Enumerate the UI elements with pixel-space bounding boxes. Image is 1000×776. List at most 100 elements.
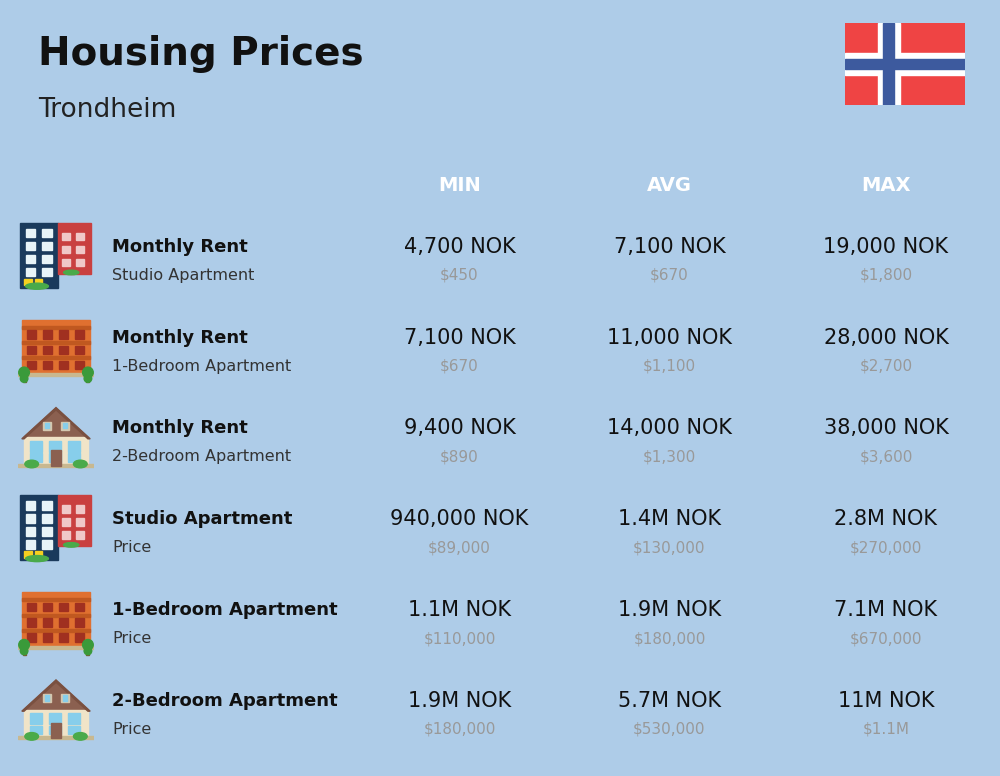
Text: $1,800: $1,800 xyxy=(859,268,913,283)
Bar xyxy=(62,233,70,241)
Bar xyxy=(27,618,36,626)
Bar xyxy=(62,246,70,254)
Bar xyxy=(49,441,61,452)
Bar xyxy=(45,695,49,701)
Ellipse shape xyxy=(19,639,29,650)
Text: 28,000 NOK: 28,000 NOK xyxy=(824,327,948,348)
Text: 7.1M NOK: 7.1M NOK xyxy=(834,600,938,620)
Bar xyxy=(18,464,94,467)
Bar xyxy=(43,331,52,339)
Bar xyxy=(27,331,36,339)
Bar xyxy=(76,233,84,241)
Text: Monthly Rent: Monthly Rent xyxy=(112,237,248,256)
Text: $180,000: $180,000 xyxy=(633,631,706,646)
Ellipse shape xyxy=(26,556,48,562)
Text: 1-Bedroom Apartment: 1-Bedroom Apartment xyxy=(112,359,291,374)
Text: 940,000 NOK: 940,000 NOK xyxy=(390,509,529,529)
Bar xyxy=(42,255,52,263)
Bar xyxy=(86,373,89,383)
Bar xyxy=(42,540,52,549)
Bar xyxy=(22,629,90,632)
Ellipse shape xyxy=(25,460,39,468)
Bar xyxy=(26,540,35,549)
Text: MIN: MIN xyxy=(438,176,481,195)
Text: Price: Price xyxy=(112,631,151,646)
Bar xyxy=(43,346,52,354)
Text: 4,700 NOK: 4,700 NOK xyxy=(404,237,515,257)
Bar xyxy=(26,242,35,251)
Text: 11M NOK: 11M NOK xyxy=(838,691,934,711)
Bar xyxy=(62,531,70,539)
Bar xyxy=(51,722,61,738)
Bar xyxy=(22,356,90,359)
Text: $180,000: $180,000 xyxy=(423,722,496,737)
Text: $110,000: $110,000 xyxy=(423,631,496,646)
Bar xyxy=(61,695,69,702)
Bar xyxy=(27,603,36,611)
Bar xyxy=(22,598,90,601)
Bar xyxy=(59,346,68,354)
Bar xyxy=(63,695,67,701)
Ellipse shape xyxy=(20,375,28,383)
Text: 2-Bedroom Apartment: 2-Bedroom Apartment xyxy=(112,449,291,465)
Text: $2,700: $2,700 xyxy=(859,359,913,374)
Bar xyxy=(20,495,58,560)
Bar xyxy=(62,505,70,513)
Bar xyxy=(35,279,42,286)
Text: $3,600: $3,600 xyxy=(859,449,913,465)
Bar xyxy=(26,268,35,276)
Bar xyxy=(30,713,42,724)
Text: Price: Price xyxy=(112,722,151,737)
Bar xyxy=(22,341,90,345)
Bar xyxy=(26,229,35,237)
Bar xyxy=(22,320,90,375)
Bar xyxy=(76,258,84,266)
Bar xyxy=(26,255,35,263)
Bar xyxy=(845,54,965,75)
Text: Price: Price xyxy=(112,540,151,556)
Bar xyxy=(59,603,68,611)
Text: $270,000: $270,000 xyxy=(850,540,922,556)
Ellipse shape xyxy=(83,367,93,378)
Bar xyxy=(27,633,36,642)
Text: Monthly Rent: Monthly Rent xyxy=(112,419,248,438)
Bar xyxy=(63,423,67,428)
Bar xyxy=(75,633,84,642)
Text: 1.9M NOK: 1.9M NOK xyxy=(618,600,721,620)
Bar xyxy=(23,646,26,655)
Bar xyxy=(27,361,36,369)
Text: Housing Prices: Housing Prices xyxy=(38,35,364,73)
Bar xyxy=(76,246,84,254)
Bar xyxy=(58,495,91,546)
Text: 11,000 NOK: 11,000 NOK xyxy=(607,327,732,348)
Bar xyxy=(24,438,88,466)
Polygon shape xyxy=(22,680,90,711)
Bar xyxy=(59,633,68,642)
Bar xyxy=(76,518,84,526)
Bar xyxy=(43,422,51,430)
Bar xyxy=(24,279,32,286)
Text: 7,100 NOK: 7,100 NOK xyxy=(614,237,725,257)
Text: 19,000 NOK: 19,000 NOK xyxy=(823,237,949,257)
Bar xyxy=(22,326,90,329)
Text: 1.9M NOK: 1.9M NOK xyxy=(408,691,511,711)
Bar xyxy=(22,592,90,647)
Text: MAX: MAX xyxy=(861,176,911,195)
Bar xyxy=(42,514,52,523)
Text: Monthly Rent: Monthly Rent xyxy=(112,328,248,347)
Bar xyxy=(30,453,42,462)
Bar xyxy=(76,531,84,539)
Bar xyxy=(22,614,90,617)
Bar xyxy=(61,422,69,430)
Bar xyxy=(878,23,900,105)
Bar xyxy=(30,726,42,734)
Bar xyxy=(35,551,42,558)
Bar xyxy=(18,736,94,740)
Text: Trondheim: Trondheim xyxy=(38,97,176,123)
Ellipse shape xyxy=(19,367,29,378)
Ellipse shape xyxy=(83,639,93,650)
Bar xyxy=(49,713,61,724)
Text: 2.8M NOK: 2.8M NOK xyxy=(834,509,937,529)
Text: $1,100: $1,100 xyxy=(643,359,696,374)
Ellipse shape xyxy=(73,460,87,468)
